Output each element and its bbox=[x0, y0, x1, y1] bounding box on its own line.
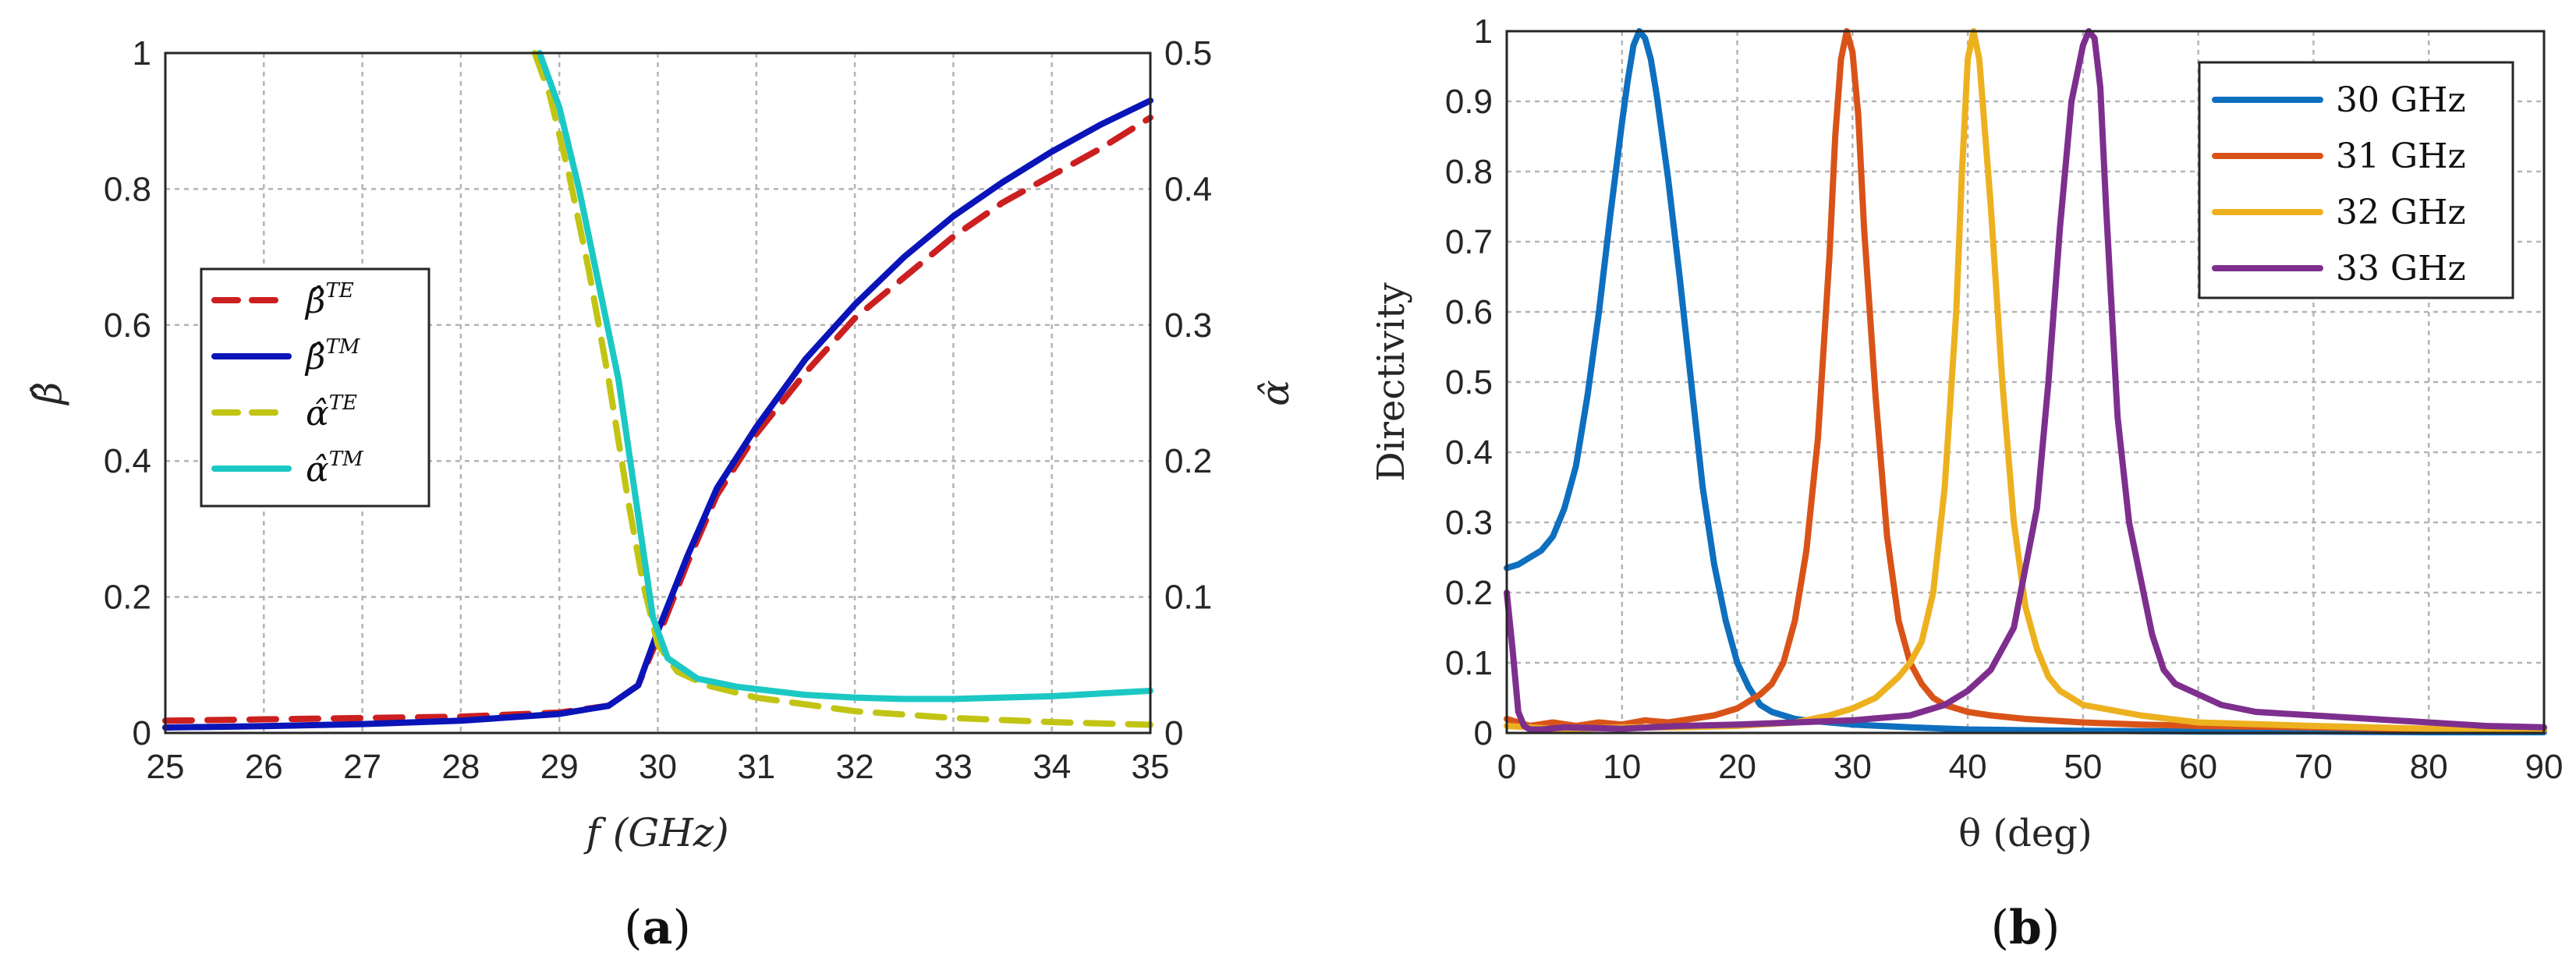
panel-b-ytick-label: 0.2 bbox=[1445, 574, 1493, 612]
panel-a-series bbox=[162, 50, 1153, 731]
panel-b: 0 10 20 30 40 50 60 70 80 90 0 0.1 0.2 0.3 0.4 0.5 0.6 0.… bbox=[1369, 12, 2563, 955]
panel-a-xtick-label: 34 bbox=[1033, 748, 1071, 786]
panel-b-series-line-0 bbox=[1504, 28, 2547, 736]
panel-a-ytick-left-label: 0.2 bbox=[104, 579, 151, 617]
panel-b-ytick-label: 0.6 bbox=[1445, 293, 1493, 331]
panel-a-xtick-label: 27 bbox=[343, 748, 381, 786]
panel-b-xtick-label: 0 bbox=[1497, 748, 1516, 786]
panel-b-xtick-label: 50 bbox=[2064, 748, 2102, 786]
panel-a-frame bbox=[164, 51, 1152, 735]
panel-b-xtick-label: 30 bbox=[1834, 748, 1872, 786]
panel-a-legend-label: β̂TM bbox=[304, 335, 361, 377]
panel-a-legend: β̂TE β̂TM α̂TE α̂TM bbox=[200, 267, 431, 508]
panel-a: 25 26 27 28 29 30 31 32 33 34 3500.20.40.60.8100.1… bbox=[25, 34, 1298, 955]
panel-b-ticks: 0 10 20 30 40 50 60 70 80 90 0 0.1 0.2 0.3 0.4 0.5 0.6 0.… bbox=[1445, 12, 2564, 786]
panel-b-xtick-label: 20 bbox=[1718, 748, 1756, 786]
panel-b-series-line-1 bbox=[1504, 28, 2547, 734]
panel-a-ytick-right-label: 0.1 bbox=[1164, 579, 1212, 617]
panel-a-legend-label: α̂TE bbox=[306, 391, 357, 434]
panel-a-xtick-label: 29 bbox=[540, 748, 579, 786]
panel-a-ytick-left-label: 0.4 bbox=[104, 442, 151, 480]
panel-b-frame bbox=[1505, 30, 2546, 735]
panel-b-ytick-label: 0.3 bbox=[1445, 504, 1493, 542]
panel-b-legend: 30 GHz 31 GHz 32 GHz 33 GHz bbox=[2198, 61, 2514, 299]
panel-b-xtick-label: 60 bbox=[2179, 748, 2217, 786]
panel-b-ylabel: Directivity bbox=[1369, 282, 1413, 482]
panel-a-series-line-1 bbox=[162, 97, 1153, 731]
panel-b-xtick-label: 10 bbox=[1603, 748, 1641, 786]
panel-b-ytick-label: 0.9 bbox=[1445, 83, 1493, 121]
panel-b-ytick-label: 0.8 bbox=[1445, 153, 1493, 191]
panel-a-ytick-right-label: 0.3 bbox=[1164, 306, 1212, 345]
panel-a-xtick-label: 32 bbox=[836, 748, 874, 786]
panel-a-xlabel: f (GHz) bbox=[583, 810, 728, 855]
panel-a-series-line-3 bbox=[536, 50, 1153, 703]
panel-b-ytick-label: 0.4 bbox=[1445, 434, 1493, 472]
panel-b-ytick-label: 0 bbox=[1474, 714, 1493, 752]
panel-a-xtick-label: 30 bbox=[639, 748, 677, 786]
panel-b-xtick-label: 90 bbox=[2525, 748, 2564, 786]
panel-a-ytick-left-label: 0.6 bbox=[104, 306, 151, 345]
panel-b-xtick-label: 40 bbox=[1949, 748, 1987, 786]
panel-a-ytick-right-label: 0 bbox=[1164, 714, 1183, 752]
panel-a-legend-label: β̂TE bbox=[304, 279, 354, 321]
panel-a-xtick-label: 35 bbox=[1132, 748, 1170, 786]
panel-b-legend-label: 32 GHz bbox=[2336, 193, 2466, 232]
panel-b-xtick-label: 80 bbox=[2410, 748, 2448, 786]
panel-b-legend-label: 33 GHz bbox=[2336, 249, 2466, 289]
panel-a-ylabel-right: α̂ bbox=[1253, 380, 1298, 406]
panel-b-legend-label: 30 GHz bbox=[2336, 80, 2466, 120]
panel-b-xlabel: θ (deg) bbox=[1958, 812, 2092, 855]
panel-b-ytick-label: 0.7 bbox=[1445, 223, 1493, 261]
panel-a-ytick-right-label: 0.2 bbox=[1164, 442, 1212, 480]
panel-b-xtick-label: 70 bbox=[2294, 748, 2333, 786]
panel-b-series-line-3 bbox=[1504, 28, 2547, 733]
panel-a-series-line-2 bbox=[531, 50, 1153, 728]
panel-a-xtick-label: 26 bbox=[245, 748, 283, 786]
panel-a-label: (a) bbox=[624, 901, 691, 955]
panel-b-legend-label: 31 GHz bbox=[2336, 136, 2466, 176]
panel-a-ytick-left-label: 0.8 bbox=[104, 170, 151, 208]
panel-a-ylabel-left: β̂ bbox=[25, 382, 70, 406]
panel-a-ytick-left-label: 0 bbox=[133, 714, 151, 752]
panel-a-xtick-label: 31 bbox=[737, 748, 775, 786]
panel-a-ytick-left-label: 1 bbox=[133, 34, 151, 73]
panel-b-ytick-label: 1 bbox=[1474, 12, 1493, 51]
panel-a-xtick-label: 28 bbox=[441, 748, 480, 786]
panel-a-ytick-right-label: 0.4 bbox=[1164, 170, 1212, 208]
panel-a-xtick-label: 33 bbox=[934, 748, 973, 786]
panel-a-xtick-label: 25 bbox=[147, 748, 185, 786]
panel-b-ytick-label: 0.1 bbox=[1445, 644, 1493, 682]
panel-a-legend-label: α̂TM bbox=[306, 448, 364, 490]
panel-a-ytick-right-label: 0.5 bbox=[1164, 34, 1212, 73]
panel-b-series bbox=[1504, 28, 2547, 736]
panel-a-ticks: 25 26 27 28 29 30 31 32 33 34 3500.20.40.60.8100.1… bbox=[104, 34, 1212, 786]
panel-b-label: (b) bbox=[1991, 901, 2060, 955]
panel-b-ytick-label: 0.5 bbox=[1445, 363, 1493, 402]
